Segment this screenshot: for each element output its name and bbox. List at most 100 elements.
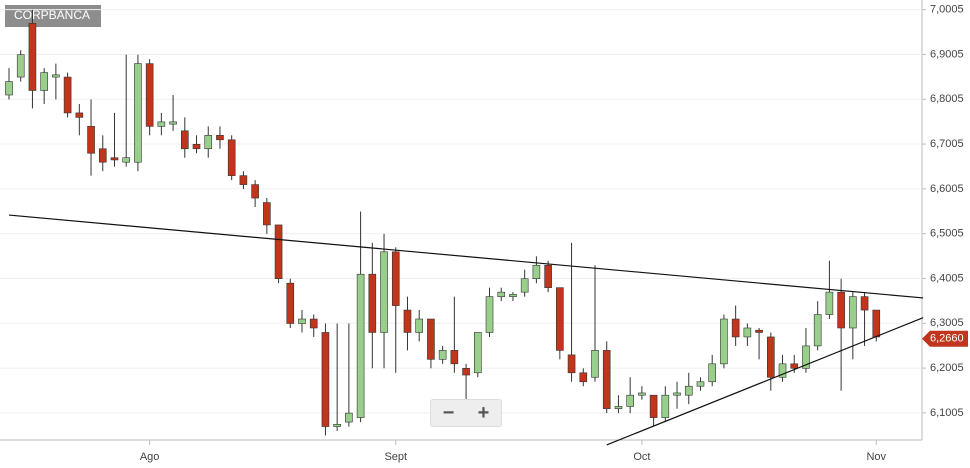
zoom-in[interactable]: +	[477, 402, 490, 424]
candle-body	[790, 363, 799, 369]
candle-body	[415, 318, 424, 333]
candle-body	[40, 72, 48, 91]
candle-body	[462, 368, 470, 376]
candle-body	[673, 392, 681, 396]
candle-body	[813, 314, 822, 347]
last-price-label: 6,2660	[930, 333, 964, 345]
candle-body	[602, 350, 611, 409]
y-tick-label: 6,4005	[930, 272, 964, 284]
x-tick-label: Oct	[633, 451, 650, 463]
candle-body	[251, 184, 259, 199]
candle-body	[591, 350, 599, 378]
candle-body	[473, 332, 482, 374]
candle-body	[509, 294, 517, 297]
candle-body	[485, 296, 494, 333]
candle-body	[731, 318, 740, 338]
candle-body	[345, 412, 353, 423]
candle-body	[239, 175, 248, 185]
candle-body	[837, 291, 845, 329]
candle-body	[75, 112, 84, 118]
zoom-out[interactable]: −	[442, 402, 455, 424]
candle-body	[274, 224, 283, 279]
candle-body	[614, 406, 623, 409]
candle-body	[567, 354, 576, 374]
y-tick-label: 6,6005	[930, 183, 964, 195]
x-tick-label: Nov	[866, 451, 886, 463]
candle-body	[427, 318, 435, 360]
candle-body	[696, 381, 705, 387]
candle-body	[626, 394, 634, 407]
y-tick-label: 6,8005	[930, 93, 964, 105]
y-tick-label: 6,5005	[930, 228, 964, 240]
candle-body	[391, 251, 400, 306]
candle-body	[87, 126, 95, 154]
candle-body	[286, 282, 295, 324]
candle-body	[134, 63, 142, 163]
candle-body	[263, 202, 271, 226]
candle-body	[98, 148, 107, 163]
candle-body	[849, 296, 857, 329]
candle-body	[638, 392, 646, 396]
candle-body	[28, 22, 37, 91]
candle-body	[5, 81, 13, 96]
candle-body	[802, 345, 810, 369]
candle-body	[532, 264, 541, 279]
candle-body	[649, 394, 658, 418]
candle-body	[309, 318, 318, 329]
candle-body	[438, 350, 447, 360]
candle-body	[579, 372, 588, 383]
candle-body	[356, 273, 365, 418]
candle-body	[825, 291, 834, 315]
candle-body	[661, 394, 670, 418]
candle-body	[169, 121, 177, 125]
candle-body	[192, 143, 201, 150]
candle-body	[520, 278, 529, 293]
candle-body	[403, 309, 412, 333]
candle-body	[145, 63, 154, 127]
candle-body	[708, 363, 717, 383]
x-tick-label: Ago	[140, 451, 160, 463]
candle-body	[181, 130, 189, 150]
y-tick-label: 6,3005	[930, 317, 964, 329]
candle-body	[380, 251, 388, 333]
candle-body	[227, 139, 236, 176]
candle-body	[122, 157, 130, 163]
candle-body	[110, 157, 119, 161]
y-tick-label: 6,2005	[930, 362, 964, 374]
zoom-control: − +	[430, 399, 502, 427]
candle-body	[216, 135, 224, 141]
candle-body	[368, 273, 377, 333]
candle-body	[720, 318, 728, 365]
candle-body	[63, 76, 72, 114]
trendline	[606, 317, 924, 446]
candle-body	[333, 424, 341, 427]
candle-body	[157, 121, 166, 127]
candle-body	[755, 329, 763, 333]
candle-body	[544, 264, 552, 288]
candle-body	[684, 385, 693, 396]
last-price-marker	[922, 330, 968, 347]
y-tick-label: 6,1005	[930, 407, 964, 419]
y-tick-label: 6,7005	[930, 138, 964, 150]
candle-body	[766, 336, 775, 378]
candle-body	[743, 327, 752, 338]
candle-body	[778, 363, 787, 378]
candle-body	[204, 135, 213, 150]
y-tick-label: 7,0005	[930, 4, 964, 16]
candle-body	[16, 54, 25, 78]
candle-body	[497, 291, 506, 297]
x-tick-label: Sept	[384, 451, 407, 463]
candle-body	[298, 318, 306, 324]
title-badge	[5, 5, 101, 27]
candle-body	[450, 350, 459, 365]
trendline	[8, 214, 924, 299]
candle-body	[321, 332, 330, 427]
candle-body	[860, 296, 869, 311]
candle-body	[872, 309, 881, 338]
candle-body	[52, 74, 60, 78]
candle-body	[556, 287, 564, 351]
chart-title: CORPBANCA	[14, 8, 90, 22]
y-tick-label: 6,9005	[930, 48, 964, 60]
